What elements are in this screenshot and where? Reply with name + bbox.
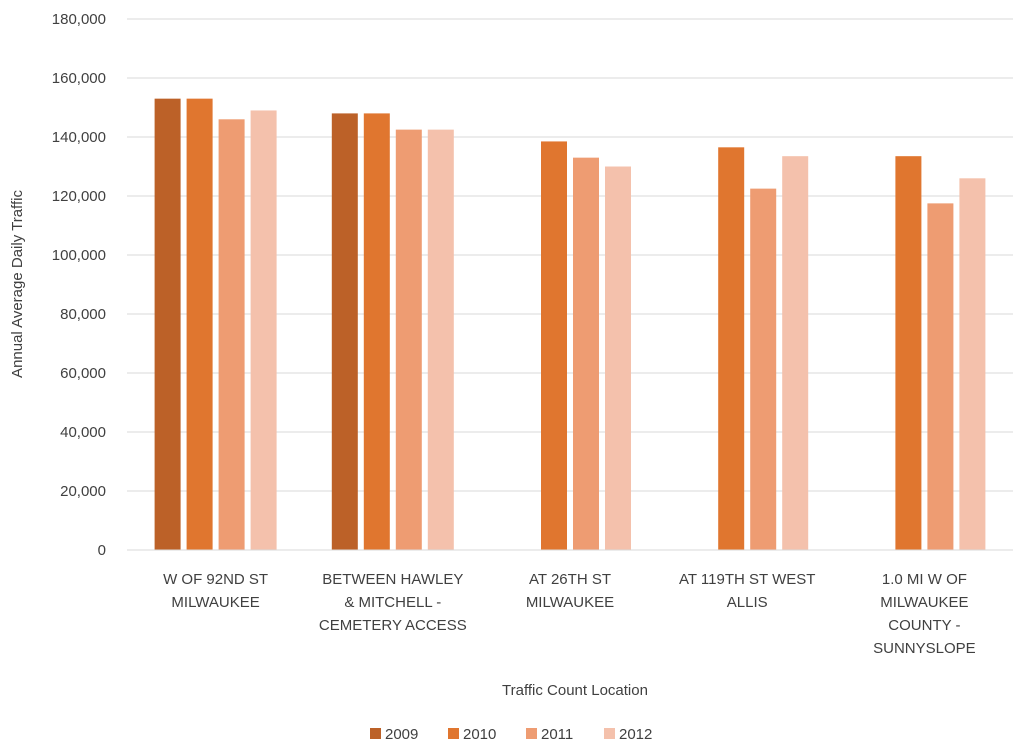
x-category-label: W OF 92ND ST MILWAUKEE <box>163 571 268 611</box>
y-tick-label: 120,000 <box>52 188 106 205</box>
legend-swatch <box>526 728 537 739</box>
legend-label: 2012 <box>619 726 652 743</box>
bar-2010 <box>541 141 567 551</box>
bar-2011 <box>395 129 422 550</box>
legend-label: 2009 <box>385 726 418 743</box>
bar-2012 <box>782 156 809 551</box>
y-tick-label: 140,000 <box>52 129 106 146</box>
x-axis-title: Traffic Count Location <box>502 682 648 699</box>
bar-2012 <box>959 178 986 551</box>
legend-swatch <box>604 728 615 739</box>
bars <box>154 98 986 551</box>
legend: 2009 2010 2011 2012 <box>370 726 652 743</box>
bar-2011 <box>750 188 777 550</box>
bar-2010 <box>363 113 390 551</box>
y-tick-label: 160,000 <box>52 70 106 87</box>
x-category-label: 1.0 MI W OF MILWAUKEE COUNTY -SUNNYSLOPE <box>873 571 976 657</box>
legend-label: 2011 <box>541 726 573 743</box>
y-tick-label: 60,000 <box>60 365 106 382</box>
bar-2010 <box>718 147 745 550</box>
y-tick-label: 180,000 <box>52 11 106 28</box>
y-tick-label: 40,000 <box>60 424 106 441</box>
bar-2011 <box>218 119 245 551</box>
x-category-label: AT 26TH ST MILWAUKEE <box>526 571 614 611</box>
y-tick-label: 80,000 <box>60 306 106 323</box>
bar-2010 <box>895 156 922 551</box>
bar-2012 <box>427 129 454 550</box>
bar-2011 <box>927 203 954 550</box>
y-tick-label: 0 <box>98 542 106 559</box>
y-axis-ticks: 0 20,000 40,000 60,000 80,000 100,000 120,000 1… <box>52 11 106 559</box>
legend-swatch <box>370 728 381 739</box>
x-category-label: BETWEEN HAWLEY & MITCHELL -CEMETERY ACCES… <box>319 571 467 634</box>
x-axis-categories: W OF 92ND ST MILWAUKEE BETWEEN HAWLEY & MIT… <box>163 571 976 657</box>
bar-2010 <box>186 98 213 551</box>
bar-2011 <box>573 157 599 550</box>
y-axis-title: Annual Average Daily Traffic <box>9 190 26 378</box>
x-category-label: AT 119TH ST WEST ALLIS <box>679 571 815 611</box>
bar-2012 <box>250 110 277 550</box>
y-tick-label: 20,000 <box>60 483 106 500</box>
legend-swatch <box>448 728 459 739</box>
legend-label: 2010 <box>463 726 496 743</box>
bar-2009 <box>154 98 181 551</box>
bar-2012 <box>605 166 631 550</box>
y-tick-label: 100,000 <box>52 247 106 264</box>
bar-2009 <box>331 113 358 551</box>
